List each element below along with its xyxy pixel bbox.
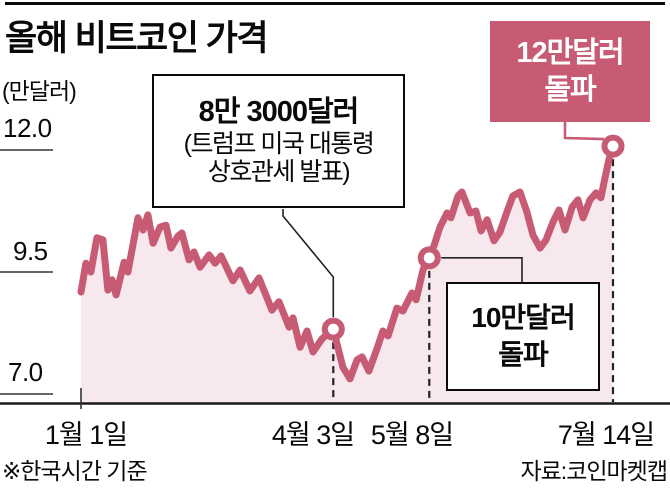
connector-april-callout bbox=[282, 209, 335, 318]
connector-july-callout bbox=[563, 122, 605, 141]
page-title: 올해 비트코인 가격 bbox=[5, 19, 269, 58]
callout-july-line2: 돌파 bbox=[544, 73, 596, 106]
price-line bbox=[77, 142, 617, 383]
callout-83000-dollars: 8만 3000달러 (트럼프 미국 대통령 상호관세 발표) bbox=[152, 74, 405, 208]
y-tick-label-7: 7.0 bbox=[8, 357, 43, 387]
callout-april-headline: 8만 3000달러 bbox=[198, 96, 360, 129]
callout-may-line1: 10만달러 bbox=[471, 302, 575, 334]
top-rule bbox=[5, 2, 665, 5]
callout-100k-breakthrough: 10만달러 돌파 bbox=[446, 282, 600, 391]
y-tick-label-9-5: 9.5 bbox=[13, 236, 48, 266]
marker-circle-5월 8일 bbox=[417, 246, 441, 270]
marker-circle-4월 3일 bbox=[321, 317, 345, 341]
footnote-timezone: ※한국시간 기준 bbox=[2, 458, 148, 484]
x-tick-label-jan1: 1월 1일 bbox=[44, 420, 128, 450]
y-axis-unit-label: (만달러) bbox=[2, 78, 77, 104]
y-tick-label-12: 12.0 bbox=[3, 113, 52, 143]
x-tick-label-jul14: 7월 14일 bbox=[557, 420, 655, 450]
marker-circle-7월 14일 bbox=[601, 134, 625, 158]
callout-april-sub1: (트럼프 미국 대통령 bbox=[183, 129, 375, 158]
callout-july-line1: 12만달러 bbox=[516, 37, 624, 70]
callout-april-sub2: 상호관세 발표) bbox=[207, 157, 351, 186]
footnote-source: 자료:코인마켓캡 bbox=[520, 458, 668, 484]
callout-may-line2: 돌파 bbox=[498, 338, 549, 370]
x-tick-label-may8: 5월 8일 bbox=[370, 420, 454, 450]
connector-may-callout bbox=[441, 257, 523, 283]
x-tick-label-apr3: 4월 3일 bbox=[271, 420, 355, 450]
callout-120k-breakthrough: 12만달러 돌파 bbox=[490, 21, 650, 122]
